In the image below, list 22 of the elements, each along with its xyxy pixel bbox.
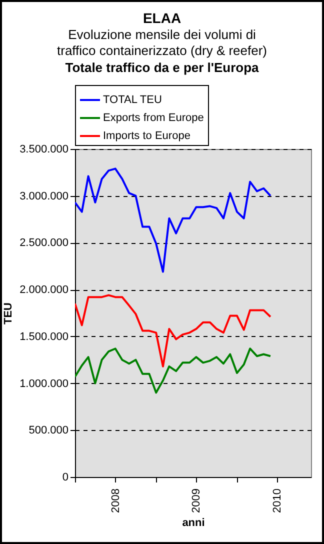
text: Totale traffico da e per l'Europa — [64, 60, 260, 75]
y-tick-label: 2.500.000 — [20, 237, 68, 250]
y-tick-label: 3.500.000 — [20, 144, 68, 156]
legend-label: TOTAL TEU — [103, 94, 162, 106]
x-tick-label: 2009 — [190, 488, 203, 513]
y-tick-label: 1.500.000 — [20, 330, 68, 343]
x-tick-label: 2010 — [272, 488, 284, 513]
chart-title: ELAA — [142, 10, 182, 26]
line-series — [75, 168, 272, 273]
legend-label: Imports to Europe — [103, 130, 190, 142]
x-tick-label: 2008 — [110, 488, 122, 513]
y-tick-label: 3.000.000 — [20, 190, 68, 202]
y-tick-label: 1.000.000 — [20, 378, 68, 390]
y-axis-title: TEU — [2, 302, 15, 324]
chart-subtitle: Evoluzione mensile dei volumi di traffico containerizzato (dry & reefer) — [57, 27, 268, 59]
x-axis-title: anni — [182, 516, 205, 529]
y-tick-label: 0 — [62, 472, 68, 484]
y-tick-label: 2.000.000 — [20, 284, 68, 296]
legend-label: Exports from Europe — [103, 112, 204, 124]
line-series — [75, 294, 272, 368]
y-tick-label: 500.000 — [28, 424, 68, 437]
line-series — [75, 348, 272, 394]
